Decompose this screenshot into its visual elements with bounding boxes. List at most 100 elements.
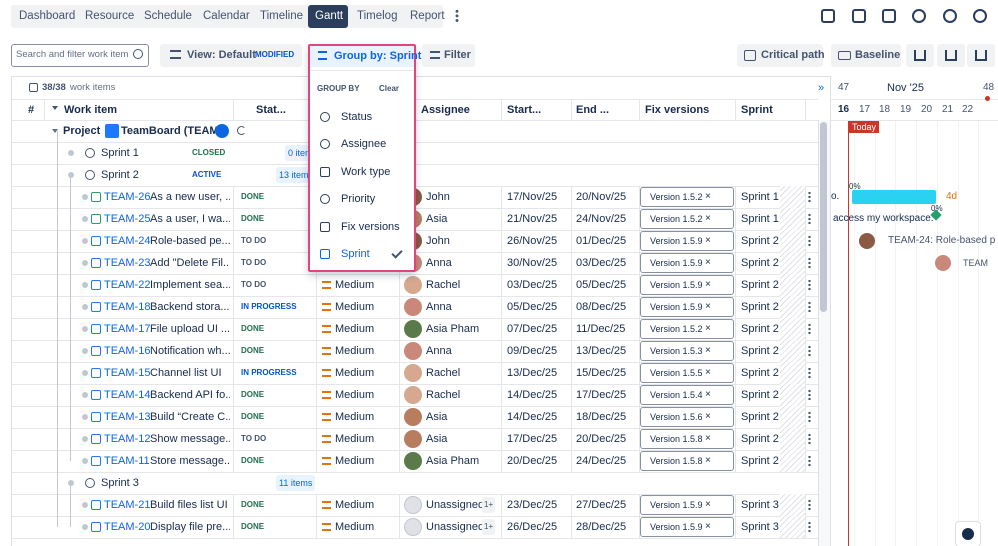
remove-version[interactable]: × xyxy=(705,455,711,466)
critical-path-button[interactable] xyxy=(737,44,823,67)
search-box[interactable] xyxy=(11,44,149,67)
toolbar-icon-button[interactable] xyxy=(906,44,934,67)
nav-tab[interactable]: Dashboard xyxy=(19,10,76,22)
column-header[interactable]: # xyxy=(28,104,35,116)
header-icon[interactable] xyxy=(852,9,866,23)
add-button[interactable] xyxy=(215,124,229,138)
work-item-key[interactable]: TEAM-14 xyxy=(104,389,151,401)
remove-version[interactable]: × xyxy=(705,213,711,224)
sync-icon[interactable] xyxy=(237,126,246,135)
row-menu[interactable] xyxy=(808,323,811,335)
nav-tab[interactable]: Resource xyxy=(85,10,135,22)
remove-version[interactable]: × xyxy=(705,235,711,246)
column-header[interactable]: Work item xyxy=(64,104,117,116)
row-menu[interactable] xyxy=(808,389,811,401)
remove-version[interactable]: × xyxy=(705,301,711,312)
work-item-key[interactable]: TEAM-20 xyxy=(104,521,151,533)
remove-version[interactable]: × xyxy=(705,257,711,268)
toolbar-icon-button[interactable] xyxy=(967,44,995,67)
header-icon[interactable] xyxy=(943,9,957,23)
remove-version[interactable]: × xyxy=(705,389,711,400)
remove-version[interactable]: × xyxy=(705,367,711,378)
row-menu[interactable] xyxy=(808,367,811,379)
work-item-key[interactable]: TEAM-11 xyxy=(104,455,150,467)
row-menu[interactable] xyxy=(808,191,811,203)
group-by-label: Group by: Sprint xyxy=(334,50,422,62)
column-header[interactable]: Assignee xyxy=(421,104,470,116)
avatar xyxy=(404,320,422,338)
work-item-key[interactable]: TEAM-18 xyxy=(104,301,151,313)
tree-line xyxy=(70,395,71,417)
column-header[interactable]: Sprint xyxy=(741,104,773,116)
nav-tab[interactable]: Timeline xyxy=(260,10,304,22)
baseline-button[interactable] xyxy=(831,44,901,67)
sprint-icon xyxy=(85,478,95,488)
clear-button[interactable]: Clear xyxy=(379,84,400,93)
row-menu[interactable] xyxy=(808,301,811,313)
nav-tab[interactable]: Report xyxy=(410,10,445,22)
group-by-button[interactable] xyxy=(310,46,414,67)
row-menu[interactable] xyxy=(808,213,811,225)
remove-version[interactable]: × xyxy=(705,411,711,422)
more-menu[interactable] xyxy=(455,9,459,23)
collapse-chevron[interactable] xyxy=(52,129,58,134)
remove-version[interactable]: × xyxy=(705,521,711,532)
divider xyxy=(233,318,234,340)
divider xyxy=(12,494,818,495)
divider xyxy=(44,100,45,120)
remove-version[interactable]: × xyxy=(705,191,711,202)
header-icon[interactable] xyxy=(821,9,835,23)
column-header[interactable]: Start... xyxy=(507,104,542,116)
view-button[interactable] xyxy=(160,44,302,67)
header-icon[interactable] xyxy=(973,9,987,23)
row-menu[interactable] xyxy=(808,521,811,533)
remove-version[interactable]: × xyxy=(705,345,711,356)
work-item-key[interactable]: TEAM-13 xyxy=(104,411,151,423)
group-option[interactable]: Priority xyxy=(341,193,376,205)
work-item-key[interactable]: TEAM-26 xyxy=(104,191,151,203)
row-menu[interactable] xyxy=(808,279,811,291)
remove-version[interactable]: × xyxy=(705,433,711,444)
nav-tab[interactable]: Calendar xyxy=(203,10,250,22)
work-item-key[interactable]: TEAM-21 xyxy=(104,499,151,511)
row-menu[interactable] xyxy=(808,345,811,357)
avatar xyxy=(404,452,422,470)
remove-version[interactable]: × xyxy=(705,323,711,334)
nav-tab[interactable]: Schedule xyxy=(144,10,192,22)
group-option[interactable]: Work type xyxy=(341,166,391,178)
work-item-key[interactable]: TEAM-16 xyxy=(104,345,151,357)
work-item-key[interactable]: TEAM-25 xyxy=(104,213,151,225)
row-menu[interactable] xyxy=(808,433,811,445)
remove-version[interactable]: × xyxy=(705,499,711,510)
work-item-key[interactable]: TEAM-22 xyxy=(104,279,151,291)
work-item-key[interactable]: TEAM-12 xyxy=(104,433,151,445)
row-menu[interactable] xyxy=(808,499,811,511)
filter-button[interactable] xyxy=(422,44,475,67)
nav-tab[interactable]: Gantt xyxy=(315,10,344,22)
row-menu[interactable] xyxy=(808,455,811,467)
group-option[interactable]: Sprint xyxy=(341,248,370,260)
gantt-bar[interactable] xyxy=(852,190,936,204)
group-option[interactable]: Status xyxy=(341,111,373,123)
remove-version[interactable]: × xyxy=(705,279,711,290)
work-item-title: Build files list UI xyxy=(150,499,228,511)
work-item-key[interactable]: TEAM-15 xyxy=(104,367,151,379)
divider xyxy=(978,121,979,546)
row-menu[interactable] xyxy=(808,411,811,423)
column-header[interactable]: Fix versions xyxy=(645,104,710,116)
nav-tab[interactable]: Timelog xyxy=(357,10,398,22)
header-icon[interactable] xyxy=(912,9,926,23)
expand-all[interactable]: » xyxy=(818,82,825,94)
work-item-key[interactable]: TEAM-23 xyxy=(104,257,151,269)
column-header[interactable]: End ... xyxy=(576,104,609,116)
toolbar-icon-button[interactable] xyxy=(937,44,965,67)
row-menu[interactable] xyxy=(808,257,811,269)
divider xyxy=(895,121,896,546)
header-icon[interactable] xyxy=(882,9,896,23)
group-option[interactable]: Fix versions xyxy=(341,221,400,233)
work-item-key[interactable]: TEAM-24 xyxy=(104,235,151,247)
column-header[interactable]: Stat... xyxy=(256,104,286,116)
row-menu[interactable] xyxy=(808,235,811,247)
group-option[interactable]: Assignee xyxy=(341,138,387,150)
work-item-key[interactable]: TEAM-17 xyxy=(104,323,151,335)
